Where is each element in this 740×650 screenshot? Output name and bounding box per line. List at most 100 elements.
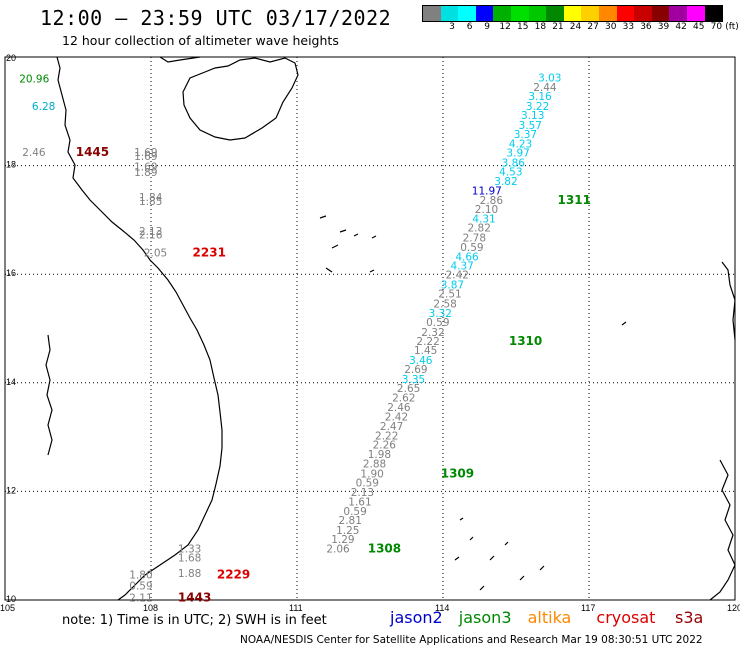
pass-time-label: 2231 xyxy=(193,245,226,259)
wave-height-value: 3.32 xyxy=(429,308,452,320)
legend-swatch xyxy=(563,6,582,21)
legend-swatch xyxy=(686,6,705,21)
wave-height-value: 2.16 xyxy=(139,230,163,242)
color-legend-bar xyxy=(422,5,724,22)
wave-height-value: 3.57 xyxy=(519,120,542,132)
wave-height-value: 2.22 xyxy=(375,430,398,442)
pass-time-label: 1310 xyxy=(509,334,542,348)
latitude-label: 10 xyxy=(6,594,16,604)
legend-swatch xyxy=(475,6,494,21)
wave-height-value: 3.03 xyxy=(538,73,561,85)
wave-height-value: 3.37 xyxy=(514,129,537,141)
wave-height-value: 4.31 xyxy=(472,213,495,225)
legend-tick-label: 27 xyxy=(587,22,599,32)
paracel-islands xyxy=(319,215,377,273)
wave-height-value: 2.88 xyxy=(363,459,386,471)
legend-swatch xyxy=(423,6,441,21)
wave-height-value: 2.65 xyxy=(397,383,420,395)
legend-tick-label: 18 xyxy=(534,22,547,32)
legend-tick-label: 9 xyxy=(484,22,491,32)
wave-height-value: 1.69 xyxy=(134,151,157,163)
wave-height-value: 2.62 xyxy=(392,392,415,404)
legend-tick-label: 70 xyxy=(710,22,723,32)
footer-note: note: 1) Time is in UTC; 2) SWH is in fe… xyxy=(62,613,327,628)
wave-height-value: 1.69 xyxy=(134,147,157,159)
wave-height-value: 2.11 xyxy=(129,592,152,604)
vietnam-coastline xyxy=(56,56,223,601)
legend-tick-label: 33 xyxy=(622,22,635,32)
wave-height-value: 2.32 xyxy=(421,327,444,339)
hainan-island-outline xyxy=(182,57,299,141)
map-title: 12:00 – 23:59 UTC 03/17/2022 xyxy=(40,6,392,30)
legend-tick-label: 42 xyxy=(675,22,687,32)
wave-height-value: 2.46 xyxy=(387,402,411,414)
legend-tick-label: 21 xyxy=(552,22,564,32)
legend-unit: (ft) xyxy=(725,22,739,32)
longitude-label: 111 xyxy=(289,603,303,613)
satellite-name-s3a: s3a xyxy=(675,608,704,627)
wave-height-value: 2.81 xyxy=(339,515,362,527)
wave-height-value: 4.37 xyxy=(450,261,473,273)
pass-time-label: 2229 xyxy=(217,567,250,581)
wave-height-labels: 20.966.282.46 1445 1.691.691.691.891.841.8… xyxy=(19,73,591,605)
legend-swatch xyxy=(634,6,652,21)
wave-height-value: 2.58 xyxy=(433,299,456,311)
map-subtitle: 12 hour collection of altimeter wave hei… xyxy=(62,33,339,48)
spratly-islands xyxy=(454,517,545,591)
pass-time-label: 1445 xyxy=(76,145,109,159)
legend-swatch xyxy=(440,6,459,21)
lat-lon-grid xyxy=(5,57,735,600)
wave-height-value: 1.25 xyxy=(336,525,359,537)
wave-height-value: 1.84 xyxy=(139,192,163,204)
wave-height-value: 2.10 xyxy=(475,204,498,216)
wave-height-value: 2.86 xyxy=(480,195,504,207)
wave-height-value: 2.05 xyxy=(144,247,167,259)
wave-height-value: 3.86 xyxy=(502,157,526,169)
wave-height-value: 0.59 xyxy=(343,506,366,518)
wave-height-value: 2.13 xyxy=(139,226,162,238)
wave-height-value: 20.96 xyxy=(19,74,49,86)
pass-time-label: 1309 xyxy=(441,466,474,480)
axis-labels: 105 108 111 114 117 120 20 18 16 14 12 10 xyxy=(0,53,740,613)
wave-height-value: 0.59 xyxy=(460,242,483,254)
wave-height-value: 1.29 xyxy=(331,534,354,546)
legend-swatch xyxy=(598,6,617,21)
wave-height-value: 0.59 xyxy=(129,580,152,592)
wave-height-value: 1.90 xyxy=(360,468,383,480)
legend-swatch xyxy=(458,6,476,21)
wave-height-value: 1.88 xyxy=(178,568,201,580)
wave-height-value: 1.68 xyxy=(178,553,201,565)
latitude-label: 18 xyxy=(6,160,16,170)
wave-height-value: 2.46 xyxy=(22,147,46,159)
wave-height-value: 3.97 xyxy=(506,148,529,160)
wave-height-value: 2.42 xyxy=(385,411,408,423)
wave-height-value: 1.80 xyxy=(129,569,152,581)
wave-height-value: 1.85 xyxy=(139,196,162,208)
map-frame xyxy=(4,56,736,601)
wave-height-value: 3.13 xyxy=(521,110,544,122)
wave-height-value: 1.33 xyxy=(178,543,201,555)
legend-swatch xyxy=(510,6,529,21)
legend-swatch xyxy=(704,6,723,21)
wave-height-value: 2.13 xyxy=(351,487,374,499)
legend-tick-label: 30 xyxy=(605,22,617,32)
wave-height-value: 2.69 xyxy=(404,364,427,376)
wave-height-value: 2.82 xyxy=(468,223,491,235)
legend-tick-label: 15 xyxy=(517,22,529,32)
wave-height-value: 4.66 xyxy=(455,251,479,263)
legend-tick-label: 3 xyxy=(449,22,455,32)
legend-swatch xyxy=(651,6,670,21)
gulf-of-thailand-coast xyxy=(45,334,53,456)
latitude-label: 14 xyxy=(6,377,16,387)
wave-height-value: 3.82 xyxy=(494,176,517,188)
wave-height-value: 3.46 xyxy=(409,355,433,367)
legend-tick-label: 45 xyxy=(693,22,705,32)
satellite-name-altika: altika xyxy=(527,608,572,627)
wave-height-value: 0.59 xyxy=(356,478,379,490)
wave-height-value: 2.51 xyxy=(438,289,461,301)
wave-height-value: 1.45 xyxy=(414,345,437,357)
wave-height-value: 2.44 xyxy=(533,82,557,94)
legend-tick-label: 24 xyxy=(569,22,582,32)
wave-height-value: 1.69 xyxy=(134,162,157,174)
